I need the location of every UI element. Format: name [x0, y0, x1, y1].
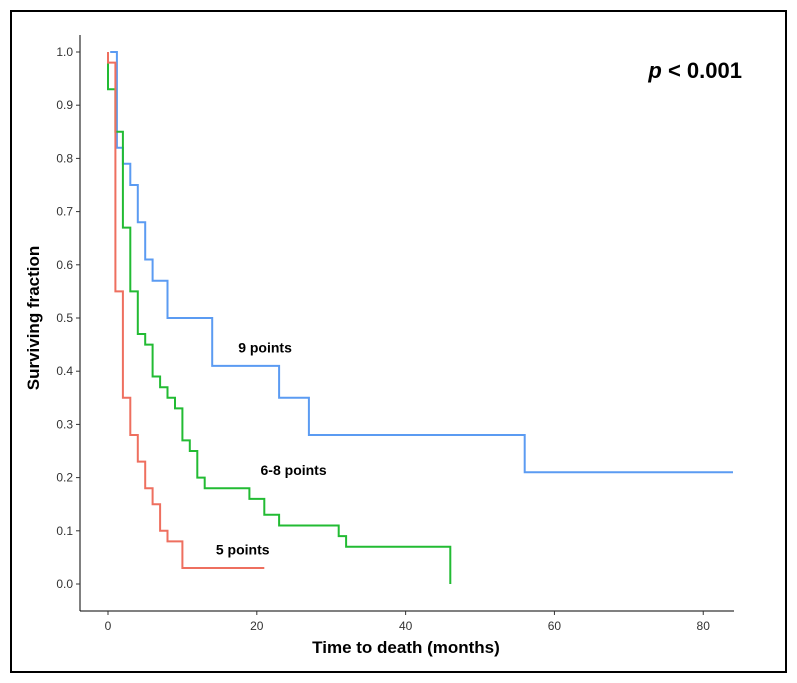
x-tick-label: 60	[548, 619, 562, 633]
km-curve-9-points	[110, 51, 733, 474]
x-axis-title: Time to death (months)	[312, 638, 500, 657]
figure-frame	[10, 10, 787, 673]
y-tick-label: 0.2	[56, 471, 73, 485]
curve-label: 5 points	[216, 542, 270, 558]
y-tick-label: 0.5	[56, 311, 73, 325]
x-tick-label: 80	[697, 619, 711, 633]
km-curve-5-points	[107, 52, 265, 569]
y-tick-label: 0.0	[56, 577, 73, 591]
y-tick-label: 0.1	[56, 524, 73, 538]
curve-label: 6-8 points	[261, 462, 327, 478]
curve-labels: 9 points 6-8 points 5 points	[216, 340, 327, 558]
km-curve-6-8-points	[107, 52, 452, 584]
curve-label: 9 points	[238, 340, 292, 356]
x-tick-label: 20	[250, 619, 264, 633]
y-tick-label: 0.8	[56, 151, 73, 165]
axes	[79, 35, 734, 612]
y-tick-label: 0.6	[56, 258, 73, 272]
x-ticks: 0 20 40 60 80	[105, 611, 711, 633]
y-tick-label: 1.0	[56, 45, 73, 59]
series-layer	[107, 51, 733, 584]
y-ticks: 0.0 0.1 0.2 0.3 0.4 0.5 0.6 0.7 0.8 0.9 1.0	[56, 45, 80, 591]
p-value-annotation: p < 0.001	[647, 58, 742, 83]
x-tick-label: 40	[399, 619, 413, 633]
y-tick-label: 0.7	[56, 205, 73, 219]
y-axis-title: Surviving fraction	[24, 246, 43, 391]
y-tick-label: 0.9	[56, 98, 73, 112]
p-value-symbol: p	[647, 58, 661, 83]
p-value-text: < 0.001	[662, 58, 742, 83]
y-tick-label: 0.4	[56, 364, 73, 378]
y-tick-label: 0.3	[56, 417, 73, 431]
x-tick-label: 0	[105, 619, 112, 633]
